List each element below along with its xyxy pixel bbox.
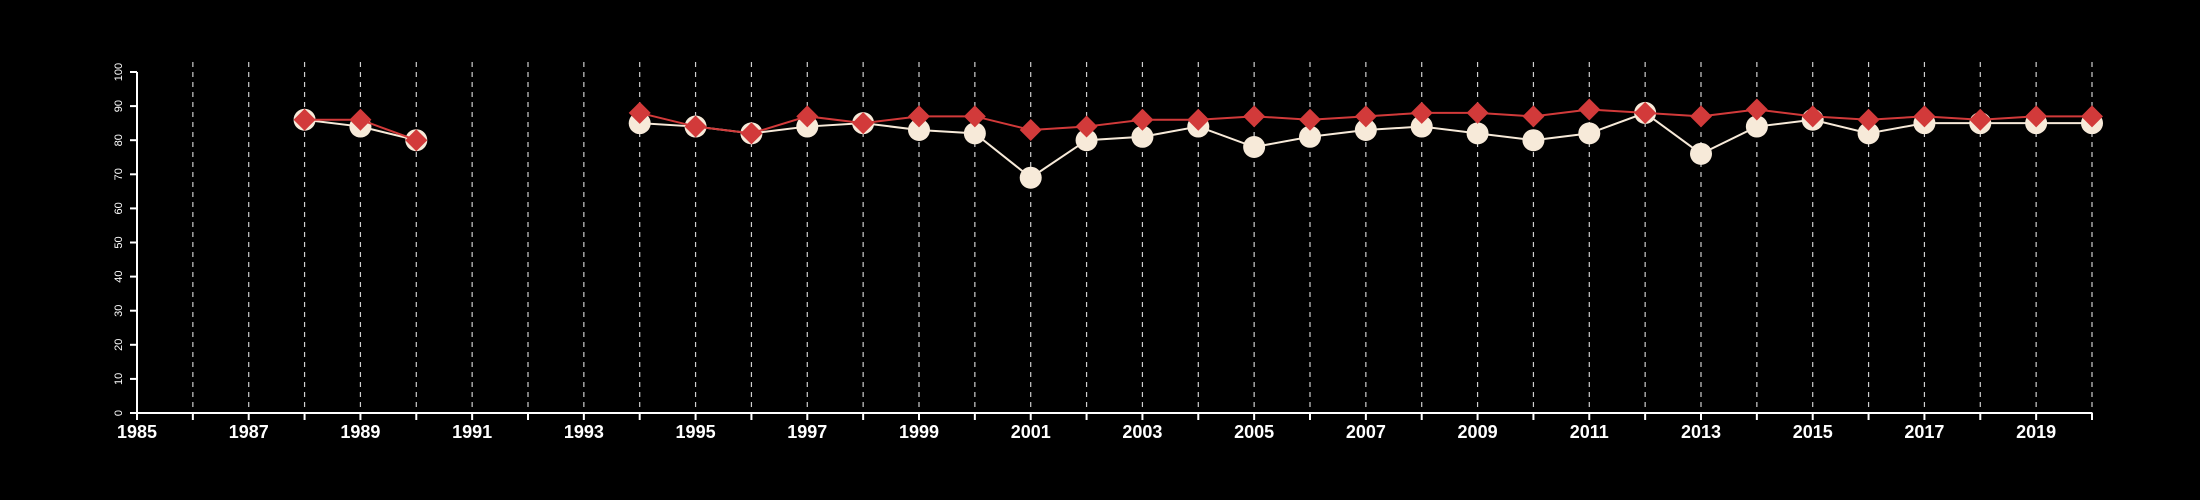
y-tick-label: 30 xyxy=(113,305,125,317)
series-2-point-2004 xyxy=(1187,108,1210,131)
x-tick-label: 1985 xyxy=(117,422,157,442)
series-2-point-2003 xyxy=(1131,108,1154,131)
series-1-point-2002 xyxy=(1075,129,1098,152)
x-tick-label: 2015 xyxy=(1793,422,1833,442)
x-tick-label: 2003 xyxy=(1122,422,1162,442)
data-series xyxy=(293,98,2103,189)
series-2-point-2007 xyxy=(1354,105,1377,128)
series-2 xyxy=(293,98,2103,152)
x-tick-label: 1991 xyxy=(452,422,492,442)
y-tick-label: 50 xyxy=(113,236,125,248)
x-tick-label: 2001 xyxy=(1011,422,1051,442)
vertical-grid xyxy=(192,62,2093,413)
y-tick-label: 40 xyxy=(113,270,125,282)
series-1-point-2016 xyxy=(1857,122,1880,145)
series-2-point-2010 xyxy=(1522,105,1545,128)
series-2-point-2014 xyxy=(1745,98,1768,121)
series-1-point-2001 xyxy=(1019,166,1042,189)
series-2-point-2016 xyxy=(1857,108,1880,131)
series-2-point-2018 xyxy=(1969,108,1992,131)
series-1-point-2007 xyxy=(1354,118,1377,141)
series-2-point-1989 xyxy=(349,108,372,131)
y-tick-label: 60 xyxy=(113,202,125,214)
series-2-point-2013 xyxy=(1690,105,1712,128)
series-2-point-2009 xyxy=(1466,101,1489,124)
x-tick-label: 1999 xyxy=(899,422,939,442)
series-2-point-2008 xyxy=(1410,101,1433,124)
y-tick-label: 80 xyxy=(113,134,125,146)
y-tick-label: 0 xyxy=(113,410,125,416)
y-tick-label: 100 xyxy=(113,63,125,81)
series-2-point-1995 xyxy=(684,115,707,138)
series-2-point-2002 xyxy=(1075,115,1098,138)
x-tick-label: 1997 xyxy=(787,422,827,442)
x-tick-label: 2017 xyxy=(1904,422,1944,442)
x-tick-label: 1987 xyxy=(229,422,269,442)
series-2-point-1990 xyxy=(405,129,428,152)
x-tick-label: 2009 xyxy=(1458,422,1498,442)
series-2-point-2015 xyxy=(1801,105,1824,128)
series-1-point-2005 xyxy=(1243,136,1266,159)
series-2-point-2019 xyxy=(2025,105,2048,128)
y-tick-label: 10 xyxy=(113,373,125,385)
x-tick-label: 1989 xyxy=(340,422,380,442)
series-1-point-2000 xyxy=(963,122,986,145)
series-1-point-2013 xyxy=(1690,142,1712,165)
series-2-point-1988 xyxy=(293,108,316,131)
series-2-point-1994 xyxy=(628,101,651,124)
series-2-point-1996 xyxy=(740,122,763,145)
series-2-point-2005 xyxy=(1243,105,1266,128)
series-2-point-2012 xyxy=(1634,101,1657,124)
series-1-point-2008 xyxy=(1410,115,1433,138)
series-2-point-1999 xyxy=(908,105,930,128)
series-1-point-2010 xyxy=(1522,129,1545,152)
y-tick-label: 90 xyxy=(113,100,125,112)
x-tick-label: 2019 xyxy=(2016,422,2056,442)
series-1-point-1999 xyxy=(908,118,930,141)
series-2-point-2011 xyxy=(1578,98,1601,121)
series-2-point-2001 xyxy=(1019,118,1042,141)
x-tick-label: 1995 xyxy=(676,422,716,442)
series-2-point-1997 xyxy=(796,105,819,128)
series-2-point-2006 xyxy=(1299,108,1321,131)
axes: 1985 1987 1989 1991 1993 1995 1997 1999 2001 2003… xyxy=(113,63,2093,442)
series-1-point-2009 xyxy=(1466,122,1489,145)
series-2-point-2000 xyxy=(963,105,986,128)
series-2-point-2020 xyxy=(2081,105,2103,128)
x-tick-label: 1993 xyxy=(564,422,604,442)
series-1-point-2003 xyxy=(1131,125,1154,148)
x-tick-label: 2005 xyxy=(1234,422,1274,442)
y-tick-label: 20 xyxy=(113,339,125,351)
x-tick-label: 2013 xyxy=(1681,422,1721,442)
series-1-point-2014 xyxy=(1745,115,1768,138)
x-tick-label: 2007 xyxy=(1346,422,1386,442)
series-2-point-1998 xyxy=(852,112,875,135)
series-2-point-2017 xyxy=(1913,105,1936,128)
y-tick-label: 70 xyxy=(113,168,125,180)
series-1-point-2011 xyxy=(1578,122,1601,145)
x-tick-label: 2011 xyxy=(1570,422,1609,442)
series-1-point-2006 xyxy=(1299,125,1321,148)
